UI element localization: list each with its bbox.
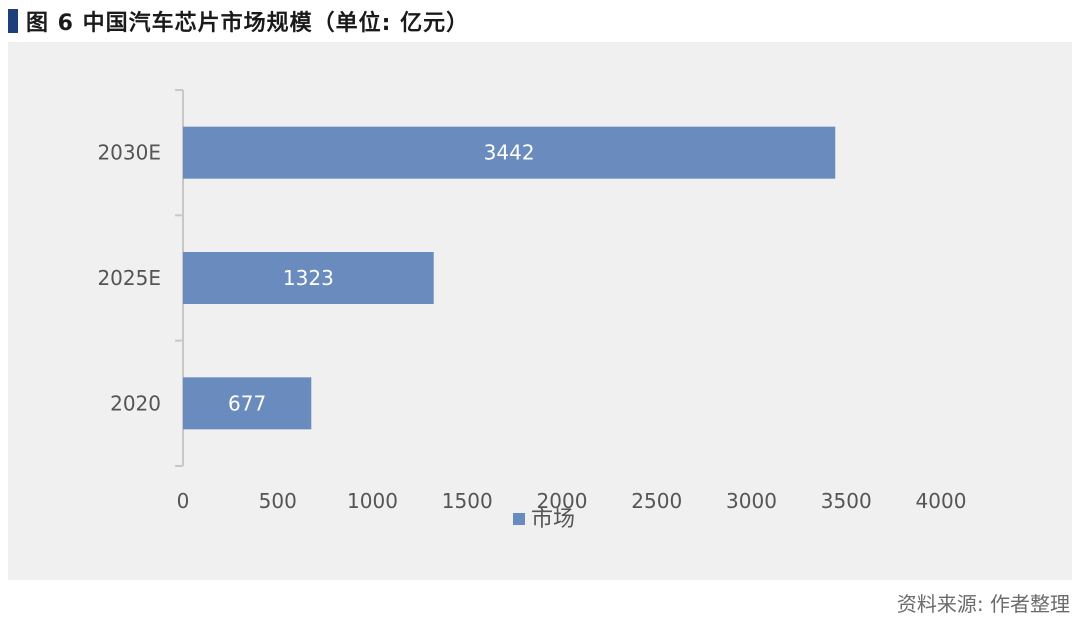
title-marker bbox=[8, 9, 18, 33]
x-tick-label-1500: 1500 bbox=[442, 489, 493, 513]
bar-2025E bbox=[183, 252, 434, 304]
legend-swatch bbox=[513, 513, 525, 525]
y-tick-label-2030E: 2030E bbox=[97, 141, 161, 165]
x-tick-label-3500: 3500 bbox=[821, 489, 872, 513]
bar-chart: 3442 2030E 1323 2025E 677 2020 0 500 1000 1500 200… bbox=[97, 89, 967, 532]
figure-title-bar: 图 6 中国汽车芯片市场规模（单位: 亿元） bbox=[8, 6, 469, 36]
x-tick-label-2500: 2500 bbox=[631, 489, 682, 513]
source-note: 资料来源: 作者整理 bbox=[896, 592, 1070, 616]
x-tick-label-0: 0 bbox=[177, 489, 190, 513]
x-tick-label-500: 500 bbox=[259, 489, 297, 513]
figure-title: 图 6 中国汽车芯片市场规模（单位: 亿元） bbox=[26, 11, 470, 36]
x-tick-label-4000: 4000 bbox=[916, 489, 967, 513]
legend-label: 市场 bbox=[531, 507, 575, 532]
bar-2030E bbox=[183, 126, 836, 179]
x-tick-label-3000: 3000 bbox=[726, 489, 777, 513]
bar-2020 bbox=[183, 377, 312, 430]
x-tick-label-1000: 1000 bbox=[347, 489, 398, 513]
data-label-2020: 677 bbox=[228, 391, 266, 415]
x-tick-label-2000: 2000 bbox=[537, 489, 588, 513]
y-tick-label-2025E: 2025E bbox=[97, 266, 161, 290]
data-label-2025E: 1323 bbox=[283, 266, 334, 290]
data-label-2030E: 3442 bbox=[484, 141, 535, 165]
chart-panel: 3442 2030E 1323 2025E 677 2020 0 500 1000 1500 200… bbox=[8, 42, 1072, 580]
y-tick-label-2020: 2020 bbox=[110, 391, 161, 415]
